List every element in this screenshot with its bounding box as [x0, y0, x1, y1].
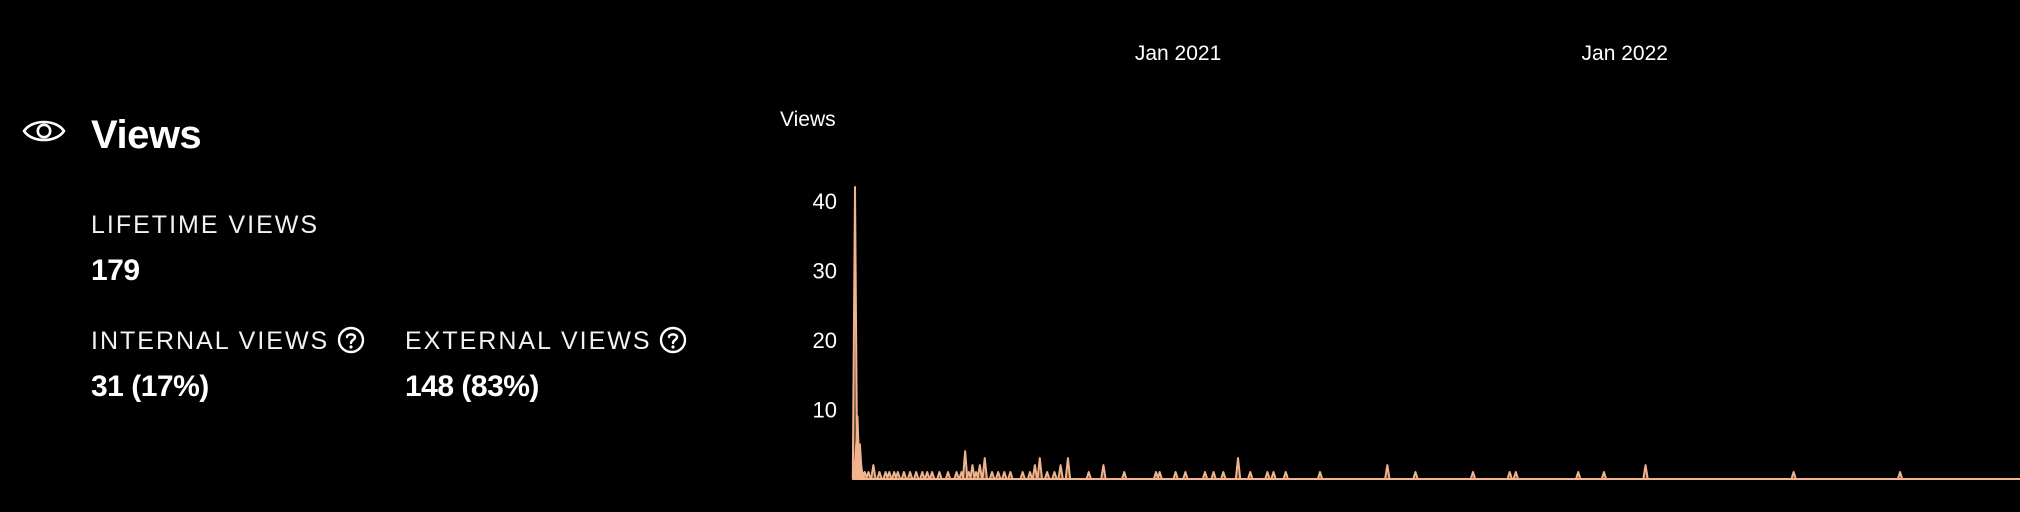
- data-point: [870, 464, 877, 480]
- data-point: [865, 471, 872, 480]
- data-point: [1064, 457, 1072, 480]
- data-point: [894, 471, 902, 480]
- internal-views-label: INTERNAL VIEWS: [91, 327, 330, 355]
- external-views-label: EXTERNAL VIEWS: [405, 327, 652, 355]
- data-point: [1182, 471, 1189, 480]
- data-point: [900, 471, 908, 480]
- external-views-value: 148 (83%): [405, 370, 539, 403]
- data-point: [1316, 471, 1324, 480]
- data-point: [1234, 457, 1242, 480]
- data-point: [1506, 471, 1513, 480]
- lifetime-views-value: 179: [91, 254, 140, 287]
- y-tick-label: 40: [813, 189, 837, 214]
- data-point: [1100, 464, 1107, 480]
- data-point: [944, 471, 952, 480]
- data-point: [1036, 457, 1043, 480]
- internal-views-help-icon[interactable]: [337, 326, 365, 354]
- x-tick-label: Jan 2022: [1582, 42, 1668, 65]
- data-point: [906, 471, 914, 480]
- y-tick-label: 30: [813, 258, 837, 283]
- data-point: [1057, 464, 1064, 480]
- data-point: [1512, 471, 1520, 480]
- x-tick-label: Jan 2021: [1135, 42, 1221, 65]
- data-point: [1220, 471, 1227, 480]
- views-chart: Jan 2021 Jan 2022 Views 10 20 30 40: [780, 42, 2020, 480]
- y-tick-label: 10: [813, 397, 837, 422]
- views-stats-panel: Views LIFETIME VIEWS 179 INTERNAL VIEWS …: [0, 0, 760, 512]
- data-point: [1790, 471, 1797, 480]
- data-point: [1575, 471, 1582, 480]
- internal-views-value: 31 (17%): [91, 370, 209, 403]
- data-point: [1001, 471, 1008, 480]
- eye-icon: [22, 120, 66, 142]
- data-point: [961, 450, 969, 480]
- data-point: [919, 471, 926, 480]
- data-point: [886, 471, 893, 480]
- data-point: [1201, 471, 1209, 480]
- data-point: [1031, 464, 1039, 480]
- data-point: [1384, 464, 1391, 480]
- data-point: [1051, 471, 1058, 480]
- data-point: [953, 471, 960, 480]
- data-point: [988, 471, 996, 480]
- data-point: [976, 464, 984, 480]
- y-axis-title: Views: [780, 108, 836, 131]
- data-point: [936, 471, 943, 480]
- views-series: [851, 186, 1904, 480]
- y-tick-label: 20: [813, 328, 837, 353]
- external-views-help-icon[interactable]: [659, 326, 687, 354]
- data-point: [924, 471, 931, 480]
- data-point: [1210, 471, 1217, 480]
- data-point: [1007, 471, 1014, 480]
- data-point: [1172, 471, 1179, 480]
- data-point: [1270, 471, 1277, 480]
- data-point: [994, 471, 1002, 480]
- panel-title: Views: [91, 113, 202, 157]
- data-point: [1642, 464, 1649, 480]
- data-point: [1043, 471, 1051, 480]
- data-point: [1282, 471, 1289, 480]
- data-point: [1026, 471, 1034, 480]
- data-point: [928, 471, 936, 480]
- data-point: [912, 471, 920, 480]
- y-axis-ticks: 10 20 30 40: [813, 189, 837, 423]
- data-point: [1085, 471, 1092, 480]
- data-point: [1412, 471, 1419, 480]
- data-point: [981, 457, 988, 480]
- data-point: [1019, 471, 1026, 480]
- data-point: [1600, 471, 1608, 480]
- x-axis-ticks: Jan 2021 Jan 2022: [1135, 42, 1668, 65]
- data-point: [1264, 471, 1271, 480]
- data-point: [876, 471, 883, 480]
- data-point: [1469, 471, 1477, 480]
- data-point: [1121, 471, 1128, 480]
- lifetime-views-label: LIFETIME VIEWS: [91, 211, 320, 239]
- data-point: [1156, 471, 1163, 480]
- data-point: [1896, 471, 1904, 480]
- data-point: [1247, 471, 1254, 480]
